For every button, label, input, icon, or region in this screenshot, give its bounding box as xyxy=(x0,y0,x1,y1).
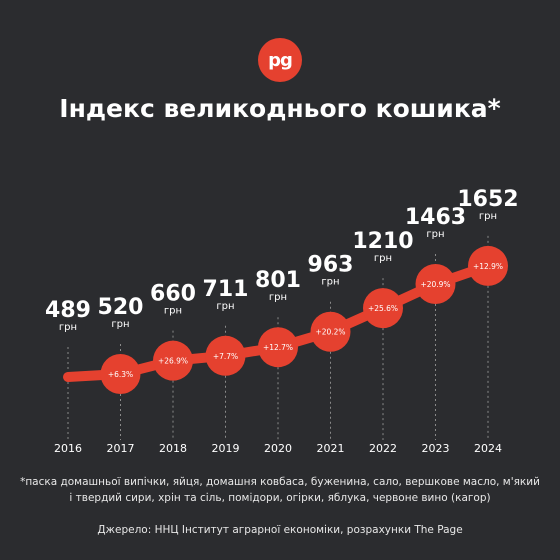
x-tick-label: 2024 xyxy=(474,442,502,455)
data-point xyxy=(153,340,193,381)
value-label: 520 xyxy=(98,295,144,320)
value-label: 711 xyxy=(203,277,249,302)
x-tick-label: 2021 xyxy=(317,442,345,455)
data-point xyxy=(205,335,246,376)
change-label: +20.2% xyxy=(315,328,345,337)
value-label: 1652 xyxy=(457,187,518,212)
unit-label: грн xyxy=(479,211,497,222)
unit-label: грн xyxy=(164,306,182,317)
value-label: 1463 xyxy=(405,205,466,230)
value-label: 660 xyxy=(150,282,196,307)
unit-label: грн xyxy=(426,229,444,240)
change-label: +25.6% xyxy=(368,304,398,313)
change-label: +6.3% xyxy=(108,370,133,379)
source-note: Джерело: ННЦ Інститут аграрної економіки… xyxy=(97,524,463,536)
x-tick-label: 2016 xyxy=(54,442,82,455)
data-point xyxy=(415,263,456,304)
value-label: 963 xyxy=(308,253,354,278)
x-tick-label: 2019 xyxy=(212,442,240,455)
data-point xyxy=(258,327,298,368)
unit-label: грн xyxy=(111,319,129,330)
data-point xyxy=(468,245,508,286)
change-label: +26.9% xyxy=(158,357,188,366)
data-point xyxy=(363,288,403,329)
x-tick-label: 2020 xyxy=(264,442,292,455)
unit-label: грн xyxy=(216,301,234,312)
x-tick-label: 2022 xyxy=(369,442,397,455)
change-label: +20.9% xyxy=(420,280,450,289)
unit-label: грн xyxy=(59,322,77,333)
data-point xyxy=(100,354,141,395)
value-label: 801 xyxy=(255,268,301,293)
unit-label: грн xyxy=(269,292,287,303)
line-chart: 2016 2017 2018 2019 2020 2021 2022 2023 2024489г… xyxy=(45,187,519,455)
data-point xyxy=(310,311,351,352)
unit-label: грн xyxy=(321,277,339,288)
x-tick-label: 2023 xyxy=(422,442,450,455)
footnote: *паска домашньої випічки, яйця, домашня … xyxy=(20,476,540,504)
logo: pg xyxy=(258,38,302,82)
change-label: +12.7% xyxy=(263,343,293,352)
change-label: +12.9% xyxy=(473,262,503,271)
x-tick-label: 2018 xyxy=(159,442,187,455)
value-label: 489 xyxy=(45,298,91,323)
value-label: 1210 xyxy=(352,229,413,254)
x-tick-label: 2017 xyxy=(107,442,135,455)
change-label: +7.7% xyxy=(213,352,238,361)
unit-label: грн xyxy=(374,253,392,264)
chart-title: Індекс великоднього кошика* xyxy=(59,94,501,123)
